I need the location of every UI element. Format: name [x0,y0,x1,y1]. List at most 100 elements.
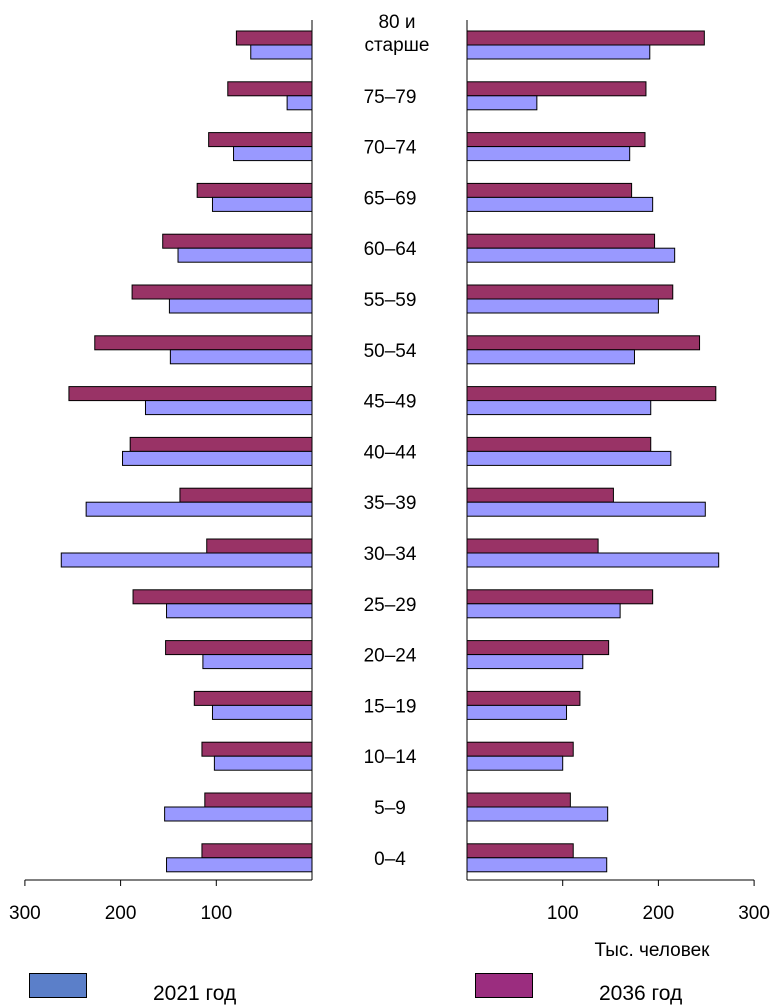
bar-2036-right [466,487,614,503]
bar-2036-right [466,843,574,859]
age-group-label: 10–14 [364,747,417,768]
right-tick-label: 300 [738,903,770,924]
bar-2021-left [211,196,313,212]
bar-2021-right [466,44,651,60]
bar-2021-right [466,349,635,365]
age-group-label: 80 и старше [365,12,430,56]
bar-2036-left [206,538,313,554]
bar-2021-left [166,857,313,873]
legend-label-2036: 2036 год [599,982,683,1005]
bar-2021-right [466,806,609,822]
bar-2036-left [201,741,313,757]
bar-2021-left [60,552,313,568]
bar-2021-right [466,603,621,619]
age-group-label: 20–24 [364,646,417,667]
age-group-label: 75–79 [364,87,417,108]
bar-2021-left [169,349,313,365]
bar-2021-right [466,95,538,111]
legend-label-2021: 2021 год [153,982,237,1005]
age-group-label: 60–64 [364,239,417,260]
bar-2021-right [466,298,659,314]
bar-2036-right [466,335,701,351]
bar-2036-right [466,30,705,46]
legend-swatch-2036 [475,973,533,998]
bar-2036-left [204,792,313,808]
bar-2021-left [166,603,313,619]
bar-2021-left [144,400,313,416]
right-tick-label: 100 [547,903,579,924]
bar-2036-right [466,233,656,249]
bar-2021-right [466,704,568,720]
bar-2036-left [94,335,313,351]
bar-2021-left [85,501,313,517]
bar-2036-right [466,182,633,198]
bars-layer [60,30,720,873]
bar-2036-right [466,690,581,706]
age-group-label: 55–59 [364,290,417,311]
bar-2036-right [466,436,652,452]
bar-2036-left [196,182,313,198]
bar-2021-left [211,704,313,720]
bar-2021-right [466,552,720,568]
bar-2036-left [208,132,313,148]
age-group-label: 30–34 [364,544,417,565]
age-group-label: 45–49 [364,392,417,413]
age-group-label: 15–19 [364,696,417,717]
bar-2021-left [122,450,313,466]
bar-2021-right [466,755,564,771]
bar-2036-right [466,81,647,97]
bar-2021-right [466,450,672,466]
legend-swatch-2021 [29,973,87,998]
left-tick-label: 200 [105,903,137,924]
x-axis-label: Тыс. человек [595,940,711,961]
bar-2021-right [466,247,676,263]
bar-2021-left [286,95,313,111]
bar-2021-right [466,196,654,212]
bar-2036-left [162,233,313,249]
left-tick-label: 100 [200,903,232,924]
bar-2021-left [177,247,313,263]
bar-2021-left [233,146,313,162]
left-tick-label: 300 [9,903,41,924]
bar-2036-right [466,640,610,656]
bar-2036-right [466,792,571,808]
bar-2036-left [129,436,313,452]
bar-2036-left [165,640,313,656]
bar-2021-left [164,806,313,822]
bar-2036-left [227,81,313,97]
age-group-label: 25–29 [364,595,417,616]
bar-2036-left [132,589,313,605]
legend: 2021 год 2036 год [0,973,773,1005]
age-group-label: 40–44 [364,442,417,463]
bar-2036-right [466,386,717,402]
bar-2021-right [466,654,584,670]
axes: 300 200 100 100 200 300 Тыс. человек [9,20,770,961]
bar-2036-right [466,538,599,554]
age-group-label: 65–69 [364,188,417,209]
bar-2021-left [250,44,313,60]
age-group-label: 5–9 [374,798,406,819]
bar-2036-left [179,487,313,503]
bar-2036-left [131,284,313,300]
bar-2036-right [466,741,574,757]
age-group-label: 0–4 [374,849,406,870]
bar-2021-right [466,400,652,416]
bar-2036-left [68,386,313,402]
age-group-labels: 80 и старше 75–79 70–74 65–69 60–64 55–59 50–54… [364,12,430,870]
bar-2036-left [193,690,313,706]
bar-2036-right [466,589,654,605]
right-tick-label: 200 [643,903,675,924]
age-group-label: 35–39 [364,493,417,514]
bar-2036-left [235,30,313,46]
bar-2021-left [213,755,313,771]
age-group-label: 70–74 [364,138,417,159]
bar-2036-right [466,132,646,148]
bar-2021-right [466,857,608,873]
bar-2021-right [466,146,631,162]
age-group-label: 50–54 [364,341,417,362]
bar-2021-left [202,654,313,670]
bar-2036-left [201,843,313,859]
bar-2036-right [466,284,674,300]
bar-2021-left [168,298,313,314]
